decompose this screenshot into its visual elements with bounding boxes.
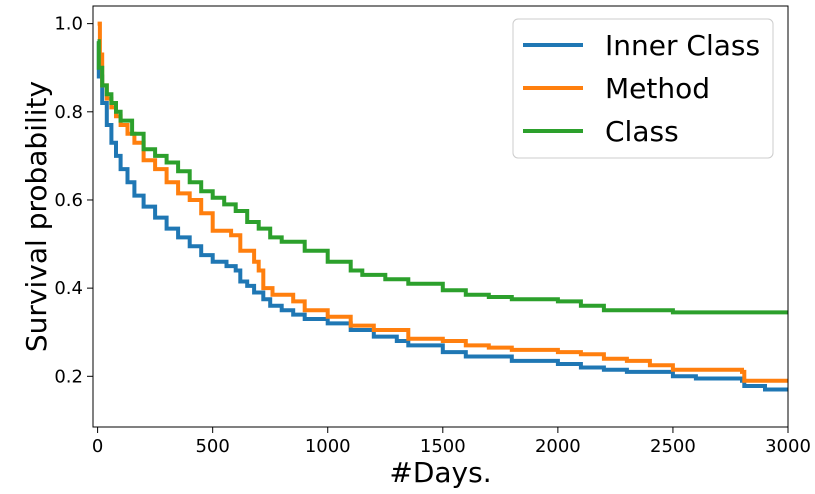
x-tick-label: 1500 <box>420 436 466 457</box>
series-lines <box>96 21 788 392</box>
x-tick-label: 1000 <box>305 436 351 457</box>
x-tick-label: 2000 <box>535 436 581 457</box>
x-tick-label: 3000 <box>765 436 811 457</box>
series-line-inner-class <box>96 39 788 392</box>
y-tick-label: 0.8 <box>54 102 83 123</box>
y-tick-label: 0.4 <box>54 278 83 299</box>
legend-label: Inner Class <box>605 29 760 62</box>
x-tick-label: 2500 <box>650 436 696 457</box>
series-line-class <box>96 39 788 315</box>
legend-label: Method <box>605 72 710 105</box>
x-tick-label: 500 <box>195 436 229 457</box>
series-line-method <box>97 21 788 383</box>
legend: Inner Class Method Class <box>512 18 774 159</box>
legend-items: Inner Class Method Class <box>523 29 760 148</box>
axis-ticks: 0 500 1000 1500 2000 2500 3000 0.2 0.4 0.6 0.8 1.0 <box>54 14 811 457</box>
y-tick-label: 1.0 <box>54 14 83 35</box>
y-tick-label: 0.6 <box>54 190 83 211</box>
y-axis-title: Survival probability <box>20 81 53 352</box>
legend-box <box>512 18 774 159</box>
y-tick-label: 0.2 <box>54 366 83 387</box>
plot-frame <box>92 5 789 428</box>
x-axis-title: #Days. <box>389 456 491 489</box>
legend-label: Class <box>605 115 679 148</box>
x-tick-label: 0 <box>92 436 103 457</box>
